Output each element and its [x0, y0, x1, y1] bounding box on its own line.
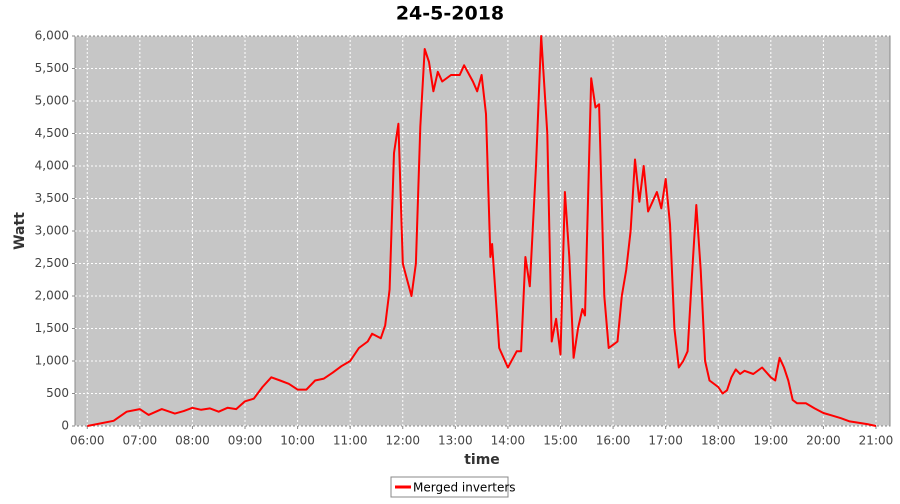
- x-tick-label: 17:00: [648, 434, 683, 448]
- y-axis-label: Watt: [12, 212, 28, 250]
- y-tick-label: 2,500: [35, 256, 69, 270]
- x-tick-label: 11:00: [333, 434, 368, 448]
- y-tick-label: 6,000: [35, 29, 69, 43]
- x-tick-label: 19:00: [754, 434, 789, 448]
- x-tick-label: 08:00: [175, 434, 210, 448]
- x-tick-label: 15:00: [543, 434, 578, 448]
- x-tick-label: 14:00: [491, 434, 526, 448]
- y-tick-label: 2,000: [35, 289, 69, 303]
- y-tick-label: 3,000: [35, 224, 69, 238]
- y-tick-label: 5,000: [35, 94, 69, 108]
- x-tick-label: 12:00: [385, 434, 420, 448]
- x-tick-label: 20:00: [806, 434, 841, 448]
- x-tick-label: 18:00: [701, 434, 736, 448]
- x-tick-label: 13:00: [438, 434, 473, 448]
- plot-area: [74, 35, 891, 427]
- x-tick-label: 09:00: [228, 434, 263, 448]
- x-axis-label: time: [464, 452, 500, 468]
- x-tick-label: 06:00: [70, 434, 105, 448]
- x-tick-label: 16:00: [596, 434, 631, 448]
- x-tick-label: 07:00: [123, 434, 158, 448]
- y-tick-label: 5,500: [35, 61, 69, 75]
- legend-box: [390, 476, 509, 498]
- chart-title: 24-5-2018: [396, 3, 504, 25]
- y-tick-label: 0: [61, 419, 69, 433]
- x-tick-label: 21:00: [859, 434, 894, 448]
- y-tick-label: 500: [46, 386, 69, 400]
- y-tick-label: 1,000: [35, 354, 69, 368]
- legend: Merged inverters: [390, 476, 516, 498]
- y-tick-label: 4,000: [35, 159, 69, 173]
- legend-label: Merged inverters: [413, 481, 516, 495]
- y-tick-label: 1,500: [35, 321, 69, 335]
- data-line: [87, 35, 877, 427]
- x-tick-label: 10:00: [280, 434, 315, 448]
- y-tick-label: 3,500: [35, 191, 69, 205]
- y-tick-label: 4,500: [35, 126, 69, 140]
